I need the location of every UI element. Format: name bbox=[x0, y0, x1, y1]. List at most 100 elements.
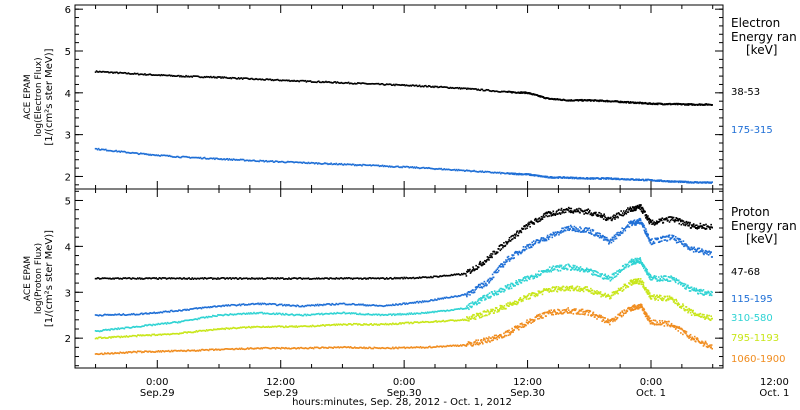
data-point bbox=[670, 216, 672, 218]
data-point bbox=[554, 268, 556, 271]
data-point bbox=[163, 310, 166, 313]
data-point bbox=[347, 81, 350, 84]
data-point bbox=[644, 231, 647, 234]
data-point bbox=[598, 236, 601, 239]
data-point bbox=[237, 312, 240, 315]
data-point bbox=[153, 333, 155, 336]
data-point bbox=[548, 266, 551, 268]
data-point bbox=[350, 277, 353, 280]
data-point bbox=[437, 320, 439, 323]
data-point bbox=[685, 223, 687, 226]
data-point bbox=[404, 321, 406, 324]
data-point bbox=[306, 313, 309, 316]
data-point bbox=[585, 212, 587, 215]
data-point bbox=[429, 85, 431, 87]
data-point bbox=[676, 102, 679, 105]
data-point bbox=[589, 178, 592, 180]
data-point bbox=[325, 303, 327, 306]
data-point bbox=[407, 84, 410, 87]
data-point bbox=[382, 305, 385, 308]
data-point bbox=[612, 216, 615, 219]
data-point bbox=[541, 270, 544, 273]
data-point bbox=[648, 238, 651, 241]
data-point bbox=[595, 270, 597, 273]
data-point bbox=[576, 265, 578, 268]
data-point bbox=[432, 299, 434, 302]
data-point bbox=[499, 307, 501, 310]
data-point bbox=[607, 274, 610, 277]
data-point bbox=[680, 181, 682, 184]
data-point bbox=[686, 244, 688, 247]
data-point bbox=[369, 304, 371, 307]
data-point bbox=[647, 233, 649, 236]
data-point bbox=[414, 313, 417, 315]
data-point bbox=[281, 160, 284, 163]
data-point bbox=[428, 85, 430, 87]
data-point bbox=[460, 87, 463, 89]
data-point bbox=[554, 231, 557, 234]
data-point bbox=[269, 303, 272, 305]
data-point bbox=[544, 239, 547, 242]
data-point bbox=[371, 304, 374, 306]
data-point bbox=[342, 311, 345, 314]
data-point bbox=[560, 264, 563, 267]
data-point bbox=[466, 292, 469, 294]
data-point bbox=[313, 277, 316, 280]
data-point bbox=[578, 207, 580, 210]
data-point bbox=[158, 154, 161, 157]
data-point bbox=[555, 233, 558, 236]
data-point bbox=[369, 323, 371, 325]
data-point bbox=[128, 313, 131, 316]
data-point bbox=[302, 161, 305, 164]
data-point bbox=[132, 152, 135, 154]
data-point bbox=[503, 290, 505, 293]
data-point bbox=[150, 73, 152, 76]
data-point bbox=[213, 75, 215, 78]
data-point bbox=[126, 277, 129, 280]
data-point bbox=[235, 327, 238, 330]
data-point bbox=[627, 211, 630, 213]
data-point bbox=[707, 254, 710, 256]
data-point bbox=[501, 90, 503, 93]
data-point bbox=[395, 165, 397, 168]
data-point bbox=[393, 323, 395, 325]
data-point bbox=[184, 76, 186, 78]
data-point bbox=[105, 71, 107, 73]
data-point bbox=[604, 237, 607, 239]
data-point bbox=[610, 241, 613, 244]
data-point bbox=[436, 275, 438, 278]
data-point bbox=[191, 76, 194, 78]
data-point bbox=[281, 304, 284, 307]
data-point bbox=[623, 213, 626, 216]
data-point bbox=[115, 277, 117, 280]
data-point bbox=[108, 71, 110, 74]
data-point bbox=[639, 258, 642, 261]
data-point bbox=[644, 210, 646, 213]
data-point bbox=[244, 327, 247, 329]
data-point bbox=[340, 81, 343, 84]
data-point bbox=[705, 293, 708, 295]
data-point bbox=[502, 245, 505, 247]
data-point bbox=[615, 275, 618, 277]
data-point bbox=[707, 251, 709, 253]
data-point bbox=[625, 266, 627, 269]
data-point bbox=[265, 312, 268, 315]
data-point bbox=[259, 326, 261, 328]
data-point bbox=[454, 308, 457, 311]
data-point bbox=[398, 322, 400, 325]
data-point bbox=[342, 278, 345, 280]
y-tick-label: 3 bbox=[65, 288, 71, 299]
data-point bbox=[524, 173, 527, 175]
data-point bbox=[632, 263, 634, 265]
data-point bbox=[207, 306, 210, 308]
data-point bbox=[221, 76, 223, 78]
data-point bbox=[146, 153, 148, 156]
data-point bbox=[128, 277, 131, 279]
data-point bbox=[358, 82, 360, 84]
data-point bbox=[405, 313, 407, 316]
data-point bbox=[281, 312, 284, 315]
data-point bbox=[220, 305, 222, 308]
data-point bbox=[113, 335, 115, 338]
data-point bbox=[353, 277, 356, 280]
data-point bbox=[658, 220, 661, 223]
